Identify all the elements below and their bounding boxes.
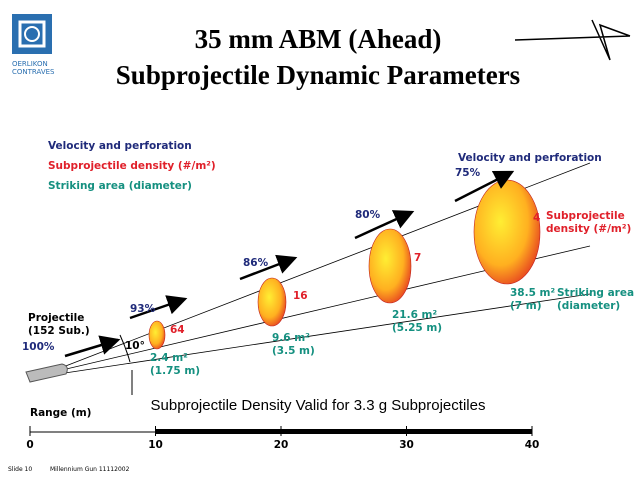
logo-text: CONTRAVES [12,68,55,76]
impact-ellipse [368,228,412,304]
diameter-label: (7 m) [510,300,542,312]
axis-label: Range (m) [30,407,91,419]
axis [155,429,532,434]
impact-ellipse [473,179,541,285]
footer: Slide 10 [8,466,32,473]
tick-label: 40 [525,439,540,451]
right-label: density (#/m²) [546,223,631,235]
footer: Millennium Gun 11112002 [50,466,130,473]
arrow [354,210,415,240]
right-label: (diameter) [557,300,620,312]
arrow [129,295,188,320]
title: 35 mm ABM (Ahead) [195,24,442,54]
title: Subprojectile Dynamic Parameters [116,60,520,90]
density-label: 7 [414,252,421,264]
legend-item: Striking area (diameter) [48,180,192,192]
density-label: 64 [170,324,185,336]
diameter-label: (3.5 m) [272,345,315,357]
projectile [25,363,68,383]
angle-label: 10° [125,340,145,352]
projectile-count: (152 Sub.) [28,325,90,337]
deco-logo [514,19,631,61]
area-label: 21.6 m² [392,309,438,321]
logo-text: OERLIKON [12,60,48,68]
diameter-label: (5.25 m) [392,322,442,334]
right-label: Striking area [557,287,634,299]
density-label: 4 [533,212,540,224]
legend-item: Subprojectile density (#/m²) [48,160,216,172]
impact-ellipse [257,277,287,327]
arrow [454,170,515,203]
arrow [64,335,121,358]
right-label: Subprojectile [546,210,625,222]
velocity-label: 80% [355,209,381,221]
velocity-label: 75% [455,167,481,179]
velocity-label: 93% [130,303,156,315]
area-label: 38.5 m² [510,287,556,299]
tick-label: 30 [399,439,414,451]
right-label: Velocity and perforation [458,152,602,164]
diameter-label: (1.75 m) [150,365,200,377]
impact-ellipse [148,320,166,350]
projectile-label: Projectile [28,312,84,324]
velocity-label: 86% [243,257,269,269]
angle-arc [119,334,131,363]
note: Subprojectile Density Valid for 3.3 g Su… [151,397,486,414]
legend-item: Velocity and perforation [48,140,192,152]
area-label: 2.4 m² [150,352,188,364]
area-label: 9.6 m² [272,332,310,344]
velocity-label: 100% [22,341,55,353]
tick-label: 20 [274,439,289,451]
density-label: 16 [293,290,308,302]
arrow [239,254,298,281]
tick-label: 0 [26,439,33,451]
logo: OERLIKON CONTRAVES [12,14,55,76]
tick-label: 10 [148,439,163,451]
